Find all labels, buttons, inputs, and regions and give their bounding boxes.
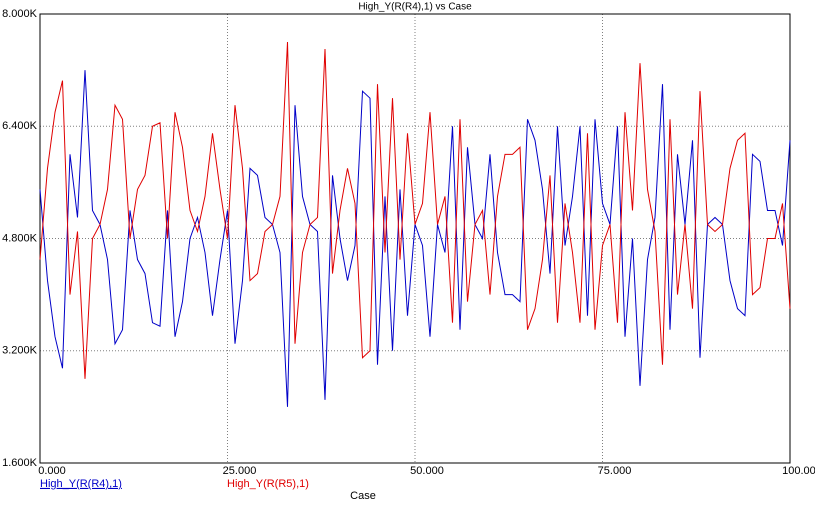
chart-title: High_Y(R(R4),1) vs Case bbox=[358, 2, 472, 13]
y-tick-label: 8.000K bbox=[2, 8, 38, 20]
x-tick-label: 100.000 bbox=[782, 465, 815, 477]
y-tick-label: 1.600K bbox=[2, 457, 38, 469]
plot-frame bbox=[39, 13, 791, 464]
x-tick-label: 75.000 bbox=[598, 465, 632, 477]
x-tick-label: 0.000 bbox=[38, 465, 66, 477]
legend-entry: High_Y(R(R5),1) bbox=[227, 478, 309, 490]
x-tick-label: 50.000 bbox=[410, 465, 444, 477]
series-line bbox=[39, 42, 791, 379]
y-tick-label: 6.400K bbox=[2, 120, 38, 132]
x-tick-label: 25.000 bbox=[223, 465, 257, 477]
y-tick-label: 4.800K bbox=[2, 232, 38, 244]
y-tick-label: 3.200K bbox=[2, 345, 38, 357]
x-axis-label: Case bbox=[350, 490, 376, 502]
legend-entry: High_Y(R(R4),1) bbox=[40, 478, 122, 490]
